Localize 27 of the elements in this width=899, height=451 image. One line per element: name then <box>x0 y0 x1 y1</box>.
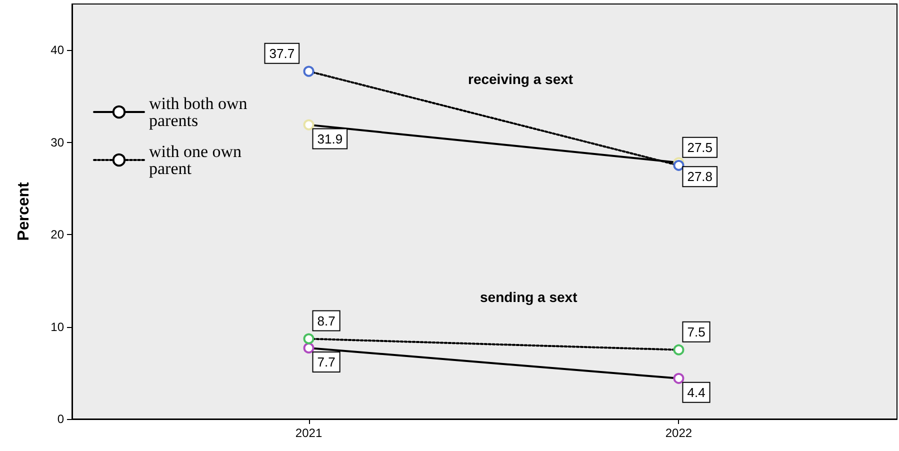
point <box>303 66 314 77</box>
annotation: sending a sext <box>480 289 578 305</box>
data-label: 4.4 <box>687 384 706 400</box>
y-tick-label: 40 <box>50 43 64 58</box>
y-tick-label: 30 <box>50 135 64 150</box>
point <box>303 342 314 354</box>
point <box>303 119 314 130</box>
y-tick-label: 20 <box>50 228 64 242</box>
y-axis-title: Percent <box>16 181 32 241</box>
x-tick-label: 2021 <box>295 426 322 440</box>
data-label: 27.8 <box>687 169 713 184</box>
data-label: 31.9 <box>317 131 343 146</box>
data-label: 7.7 <box>317 354 336 370</box>
y-tick-label: 10 <box>50 320 64 334</box>
point <box>303 333 314 344</box>
point <box>673 344 684 356</box>
data-label: 8.7 <box>317 313 336 328</box>
legend-label: with one own parent <box>149 142 246 178</box>
point <box>673 160 684 171</box>
point <box>673 372 684 384</box>
legend-label: with both own parents <box>149 94 252 130</box>
data-label: 27.5 <box>687 140 713 155</box>
data-label: 37.7 <box>269 46 295 61</box>
annotation: receiving a sext <box>468 71 574 87</box>
data-label: 7.5 <box>687 324 706 340</box>
y-tick-label: 0 <box>57 412 64 426</box>
x-tick-label: 2022 <box>665 426 692 440</box>
